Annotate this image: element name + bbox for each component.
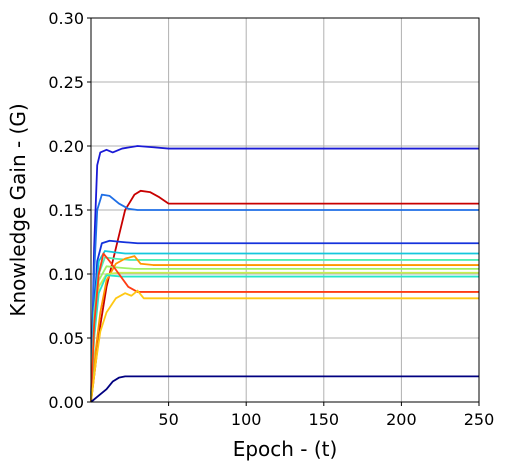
x-tick-label: 100 bbox=[231, 410, 262, 429]
y-tick-label: 0.30 bbox=[48, 9, 84, 28]
series-line-7 bbox=[90, 255, 479, 403]
x-tick-label: 250 bbox=[464, 410, 495, 429]
y-tick-label: 0.00 bbox=[48, 393, 84, 412]
series-line-6 bbox=[90, 256, 479, 403]
y-tick-label: 0.10 bbox=[48, 265, 84, 284]
series-line-3 bbox=[90, 193, 479, 403]
y-axis-label: Knowledge Gain - (G) bbox=[6, 103, 30, 316]
tick-labels: 0.00 0.05 0.10 0.15 0.20 0.25 0.30 50 100 150 200 2… bbox=[48, 9, 494, 429]
y-tick-label: 0.25 bbox=[48, 73, 84, 92]
y-tick-label: 0.20 bbox=[48, 137, 84, 156]
series-line-1 bbox=[90, 145, 479, 403]
x-tick-label: 50 bbox=[158, 410, 178, 429]
series-line-13 bbox=[90, 375, 479, 403]
series-line-2 bbox=[90, 189, 479, 403]
series-line-8 bbox=[90, 265, 479, 403]
x-tick-label: 150 bbox=[309, 410, 340, 429]
series-line-12 bbox=[90, 289, 479, 403]
series-group bbox=[90, 145, 479, 403]
series-line-11 bbox=[90, 252, 479, 403]
y-tick-label: 0.05 bbox=[48, 329, 84, 348]
y-tick-label: 0.15 bbox=[48, 201, 84, 220]
x-tick-label: 200 bbox=[386, 410, 417, 429]
series-line-10 bbox=[90, 274, 479, 403]
x-axis-label: Epoch - (t) bbox=[233, 437, 338, 461]
